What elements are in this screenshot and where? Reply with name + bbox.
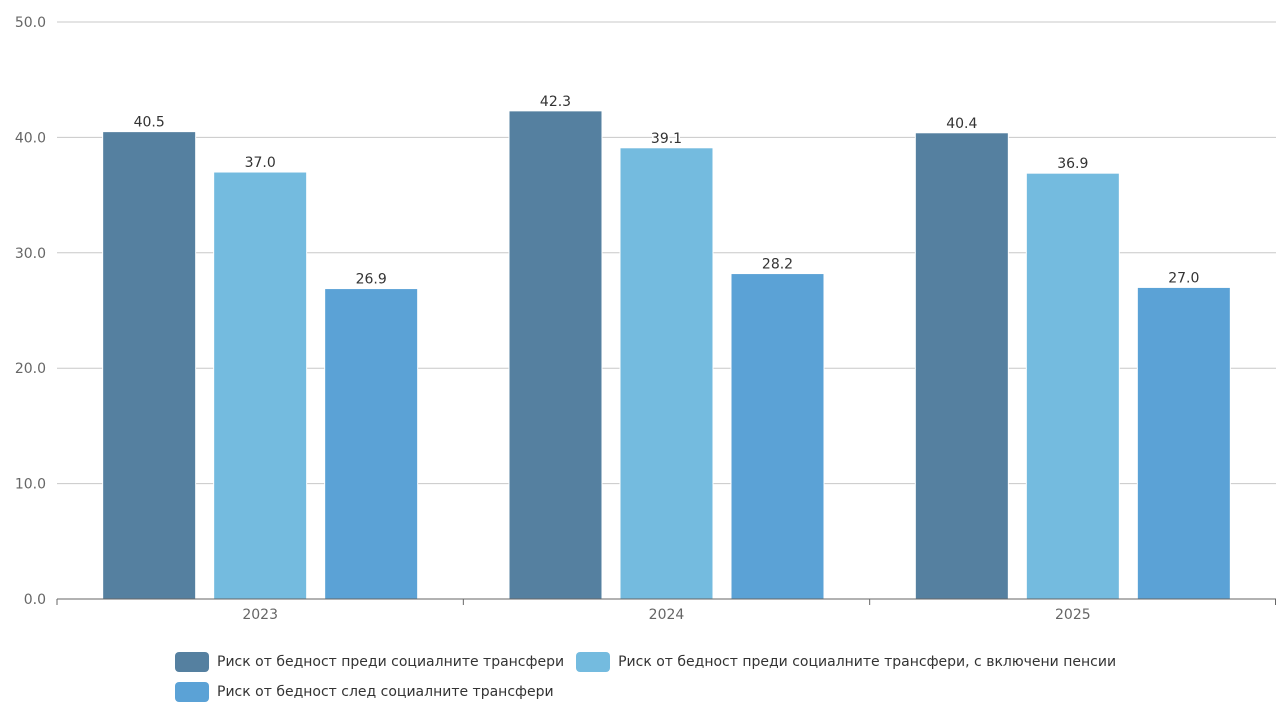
y-tick-label: 0.0 [24, 592, 46, 608]
data-label: 26.9 [356, 272, 387, 288]
data-label: 28.2 [762, 257, 793, 273]
legend-item-before-transfers-with-pensions[interactable]: Риск от бедност преди социалните трансфе… [576, 652, 1116, 672]
legend-item-after-transfers[interactable]: Риск от бедност след социалните трансфер… [175, 682, 554, 702]
legend-label: Риск от бедност преди социалните трансфе… [217, 654, 565, 670]
data-label: 42.3 [540, 94, 571, 110]
data-label: 39.1 [651, 131, 682, 147]
legend-swatch [175, 652, 209, 672]
data-label: 36.9 [1057, 156, 1088, 172]
legend-swatch [576, 652, 611, 672]
x-axis: 2023 2024 2025 [56, 598, 1276, 623]
bar-chart: 0.0 10.0 20.0 30.0 40.0 50.0 2023 2024 2025 40.… [15, 15, 1276, 623]
data-label: 40.4 [946, 116, 977, 132]
x-tick-label: 2024 [649, 607, 685, 623]
data-labels: 40.5 37.0 26.9 42.3 39.1 28.2 40.4 36.9 27.0 [132, 92, 1201, 289]
y-tick-label: 10.0 [15, 477, 46, 493]
y-axis: 0.0 10.0 20.0 30.0 40.0 50.0 [15, 15, 46, 608]
bar [1136, 286, 1231, 600]
legend-swatch [175, 682, 209, 702]
y-tick-label: 50.0 [15, 15, 46, 31]
bar [324, 288, 419, 600]
data-label: 27.0 [1168, 270, 1199, 286]
bar [102, 131, 197, 600]
x-tick-label: 2025 [1055, 607, 1091, 623]
data-label: 37.0 [245, 155, 276, 171]
legend-item-before-transfers[interactable]: Риск от бедност преди социалните трансфе… [175, 652, 564, 672]
x-tick-label: 2023 [242, 607, 278, 623]
legend-label: Риск от бедност след социалните трансфер… [217, 684, 554, 700]
legend-label: Риск от бедност преди социалните трансфе… [618, 654, 1117, 670]
bar [914, 132, 1009, 600]
bars [102, 110, 1231, 600]
bar [508, 110, 603, 600]
y-tick-label: 20.0 [15, 361, 46, 377]
legend: Риск от бедност преди социалните трансфе… [175, 652, 1265, 702]
y-tick-label: 40.0 [15, 130, 46, 146]
bar [1025, 172, 1120, 600]
bar [619, 147, 714, 600]
data-label: 40.5 [134, 115, 165, 131]
bar [730, 273, 825, 600]
y-tick-label: 30.0 [15, 246, 46, 262]
bar [213, 171, 308, 600]
